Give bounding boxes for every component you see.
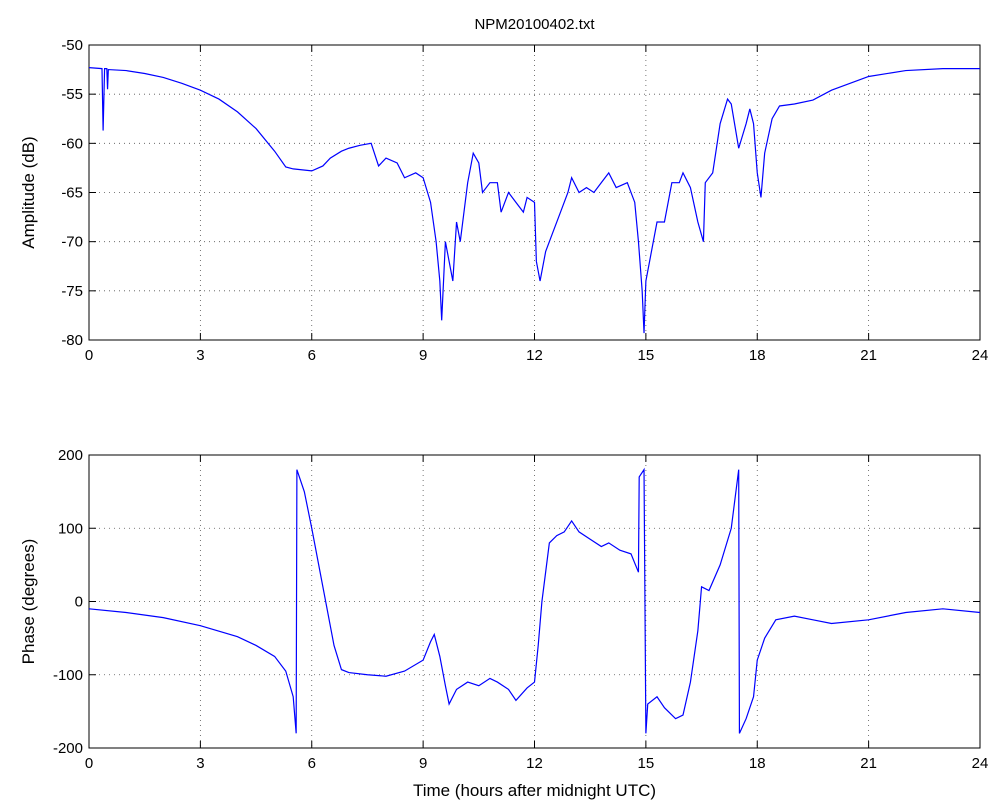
y-axis-label: Amplitude (dB): [19, 136, 38, 248]
y-tick-label: -50: [61, 37, 83, 54]
x-tick-label: 3: [196, 755, 204, 772]
y-tick-label: -65: [61, 185, 83, 202]
chart-title: NPM20100402.txt: [474, 16, 595, 33]
data-line: [88, 67, 980, 334]
x-tick-label: 0: [85, 755, 93, 772]
y-tick-label: -70: [61, 234, 83, 251]
x-tick-label: 3: [196, 347, 204, 364]
y-tick-label: -60: [61, 135, 83, 152]
x-tick-label: 24: [972, 347, 989, 364]
y-tick-label: -100: [53, 667, 83, 684]
y-tick-label: -80: [61, 332, 83, 349]
y-axis-label: Phase (degrees): [19, 539, 38, 665]
x-tick-label: 24: [972, 755, 989, 772]
x-tick-label: 6: [308, 347, 316, 364]
plot-frame: [88, 44, 981, 341]
x-tick-label: 15: [638, 755, 655, 772]
x-tick-label: 18: [749, 347, 766, 364]
x-tick-label: 0: [85, 347, 93, 364]
y-tick-label: -200: [53, 740, 83, 757]
x-axis-label: Time (hours after midnight UTC): [413, 781, 656, 800]
x-tick-label: 9: [419, 755, 427, 772]
x-tick-label: 21: [860, 755, 877, 772]
y-tick-label: -55: [61, 86, 83, 103]
y-tick-label: 100: [58, 520, 83, 537]
x-tick-label: 12: [526, 347, 543, 364]
x-tick-label: 15: [638, 347, 655, 364]
x-tick-label: 6: [308, 755, 316, 772]
plot-frame: [88, 454, 981, 749]
y-tick-label: 0: [75, 594, 83, 611]
x-tick-label: 21: [860, 347, 877, 364]
x-tick-label: 12: [526, 755, 543, 772]
x-tick-label: 9: [419, 347, 427, 364]
data-line: [88, 467, 981, 734]
x-tick-label: 18: [749, 755, 766, 772]
y-tick-label: 200: [58, 447, 83, 464]
y-tick-label: -75: [61, 283, 83, 300]
